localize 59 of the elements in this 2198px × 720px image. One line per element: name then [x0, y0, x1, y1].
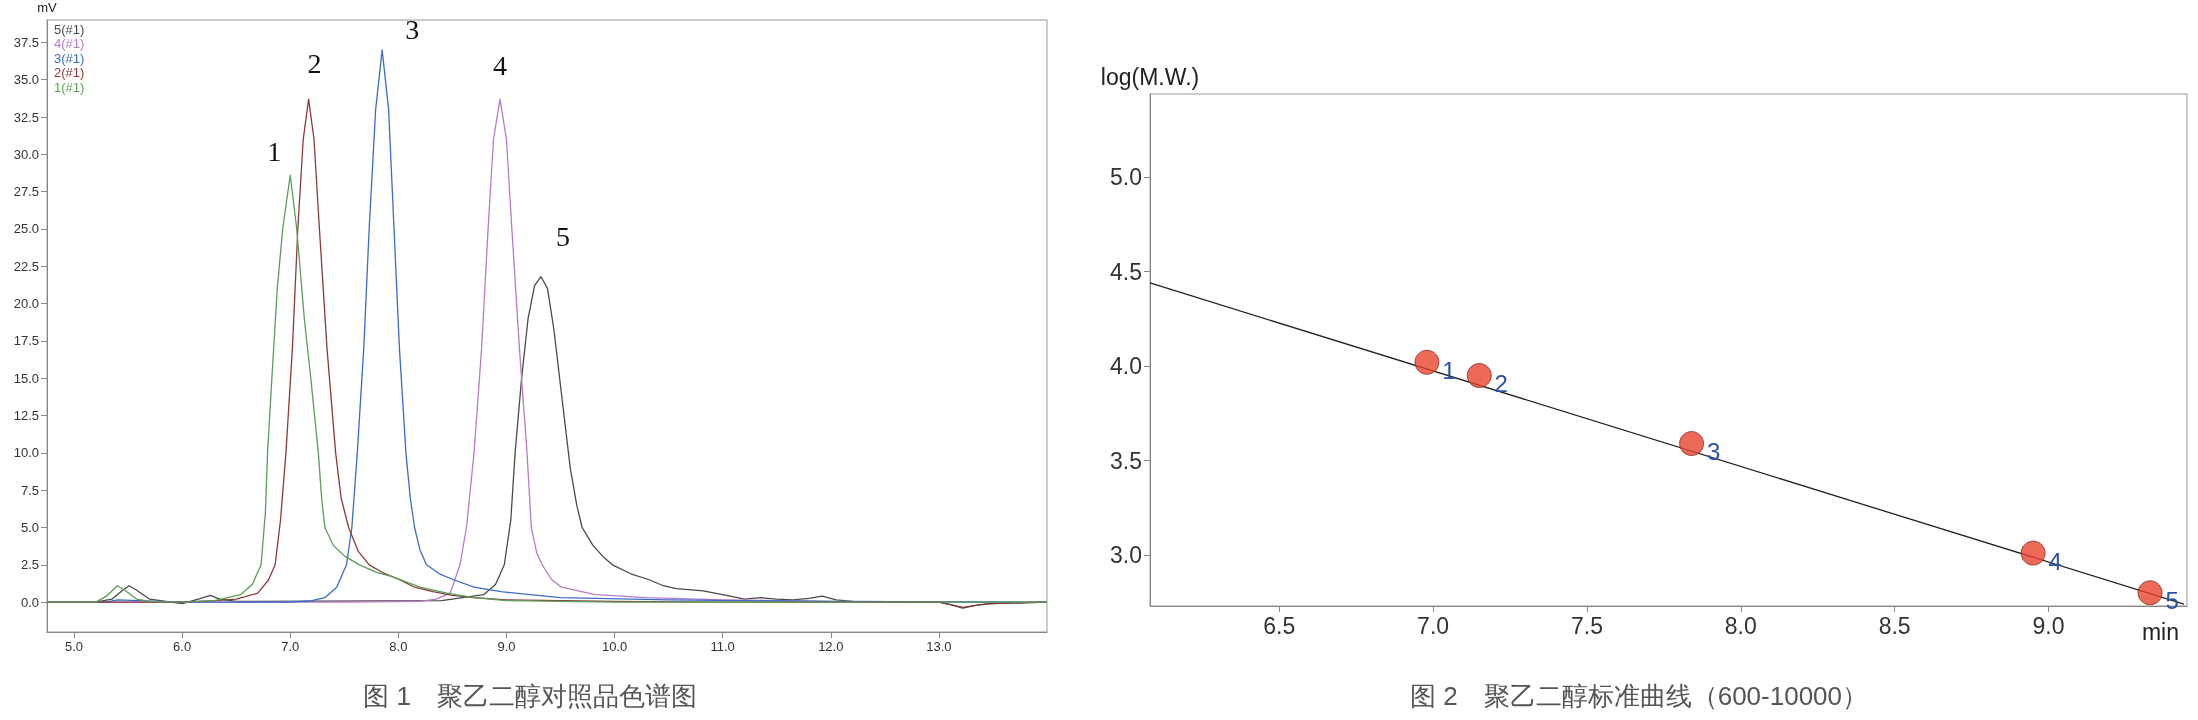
y-tick-label: 5.0	[20, 520, 39, 536]
y-tick-label: 17.5	[13, 333, 39, 349]
y-tick-label: 25.0	[13, 221, 39, 237]
annotation: 3	[405, 14, 420, 46]
y-tick-label: 35.0	[13, 72, 39, 88]
x-tick-label: 7.5	[1570, 612, 1603, 639]
y-tick-label: 10.0	[13, 445, 39, 461]
y-tick-label: 2.5	[20, 557, 39, 573]
annotation: 2	[307, 47, 322, 79]
x-tick-label: 9.0	[497, 639, 516, 654]
y-tick-label: 3.0	[1110, 541, 1142, 568]
y-tick-label: 4.0	[1110, 353, 1142, 380]
y-tick-label: 27.5	[13, 184, 39, 200]
point	[2020, 540, 2046, 566]
x-tick-label: 8.0	[1724, 612, 1757, 639]
point	[2137, 580, 2163, 606]
point	[1679, 431, 1705, 457]
annotation: 3	[1706, 438, 1721, 466]
text: 2(#1)	[54, 65, 85, 80]
x-tick-label: 10.0	[601, 639, 628, 654]
text: 4(#1)	[54, 36, 85, 51]
y-tick-label: 32.5	[13, 109, 39, 125]
text: 图 1 聚乙二醇对照品色谱图	[363, 681, 697, 711]
annotation: 4	[492, 49, 507, 81]
annotation: 5	[556, 221, 571, 253]
text: 图 2 聚乙二醇标准曲线（600-10000）	[1409, 681, 1869, 711]
line-series	[46, 174, 1048, 603]
point	[1414, 349, 1440, 375]
x-axis-title: min	[2141, 618, 2179, 645]
x-tick-label: 7.0	[1417, 612, 1450, 639]
x-tick-label: 8.0	[389, 639, 408, 654]
y-tick-label: 4.5	[1110, 258, 1142, 285]
x-tick-label: 6.5	[1263, 612, 1296, 639]
annotation: 2	[1494, 370, 1508, 398]
x-tick-label: 12.0	[818, 639, 844, 654]
y-tick-label: 3.5	[1110, 447, 1142, 474]
x-tick-label: 13.0	[926, 639, 952, 654]
y-tick-label: 5.0	[1110, 164, 1142, 191]
y-tick-label: 22.5	[13, 258, 39, 274]
y-tick-label: 20.0	[13, 296, 39, 312]
x-tick-label: 8.5	[1878, 612, 1911, 639]
x-tick-label: 9.0	[2032, 612, 2065, 639]
y-tick-label: 37.5	[13, 34, 39, 50]
point	[1466, 363, 1492, 388]
y-tick-label: 15.0	[13, 370, 39, 386]
y-tick-label: 7.5	[20, 482, 39, 498]
annotation: 1	[267, 135, 282, 167]
x-tick-label: 11.0	[710, 639, 735, 654]
y-tick-label: 30.0	[13, 146, 39, 162]
x-tick-label: 5.0	[64, 639, 84, 654]
text: 1(#1)	[54, 79, 85, 95]
y-tick-label: 12.5	[13, 408, 39, 424]
text: 3(#1)	[54, 50, 85, 66]
text: 5(#1)	[54, 21, 85, 37]
x-tick-label: 6.0	[173, 639, 192, 654]
x-tick-label: 7.0	[281, 639, 300, 654]
y-tick-label: 0.0	[20, 594, 39, 610]
y-axis-title: mV	[37, 0, 58, 15]
y-axis-title: log(M.W.)	[1100, 63, 1200, 90]
